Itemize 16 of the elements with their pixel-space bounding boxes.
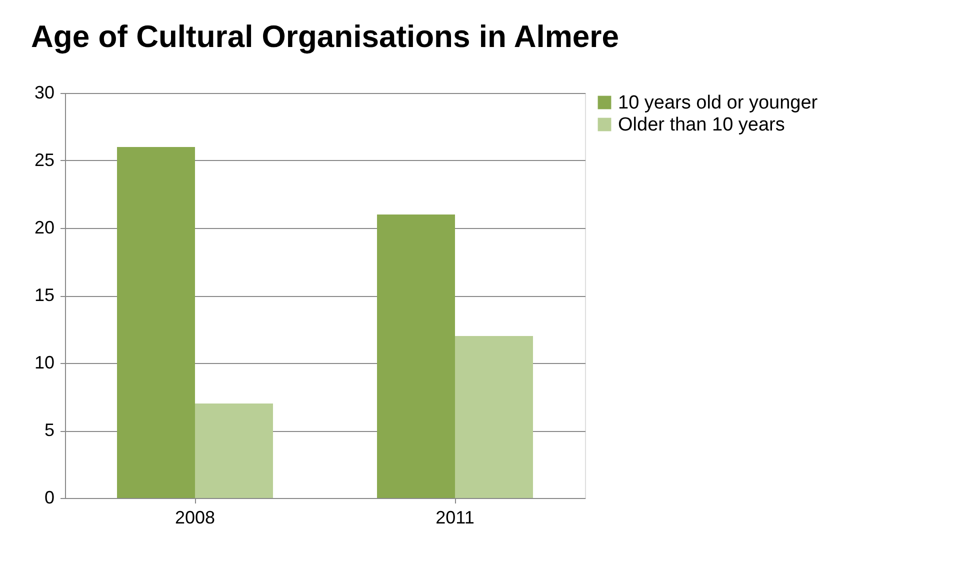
y-tick-label: 5	[44, 420, 54, 440]
bar	[117, 147, 195, 498]
x-tick-label: 2008	[174, 508, 216, 528]
bar	[455, 336, 533, 498]
y-tick-label: 0	[44, 488, 54, 508]
bar	[377, 214, 455, 498]
bar	[195, 404, 273, 498]
legend-label: Older than 10 years	[618, 114, 785, 136]
y-tick-label: 15	[34, 285, 54, 305]
y-tick-label: 30	[34, 82, 54, 102]
y-tick-label: 10	[34, 352, 54, 372]
legend-label: 10 years old or younger	[618, 92, 818, 114]
y-tick-label: 25	[34, 150, 54, 170]
y-tick-label: 20	[34, 218, 54, 238]
x-tick-label: 2011	[436, 508, 474, 528]
chart-title: Age of Cultural Organisations in Almere	[31, 19, 619, 54]
